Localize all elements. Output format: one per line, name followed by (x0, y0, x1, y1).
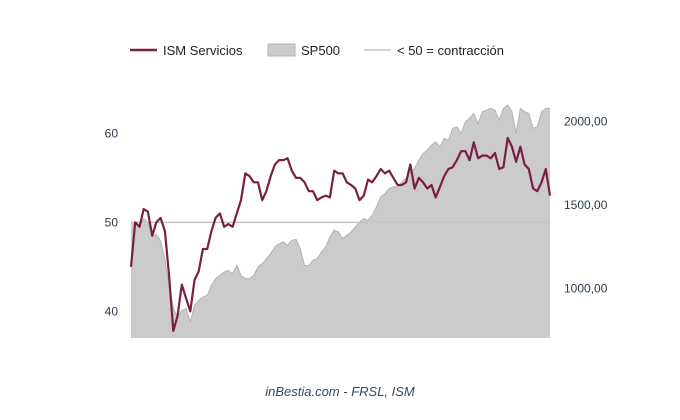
legend: ISM Servicios SP500 < 50 = contracción (130, 43, 504, 58)
right-tick-label: 1500,00 (564, 198, 608, 212)
sp500-area (131, 105, 550, 338)
legend-label-threshold: < 50 = contracción (397, 43, 504, 58)
right-tick-label: 2000,00 (564, 115, 608, 129)
legend-label-ism: ISM Servicios (163, 43, 243, 58)
legend-label-sp500: SP500 (301, 43, 340, 58)
ism-line-series (129, 136, 552, 332)
right-tick-label: 1000,00 (564, 282, 608, 296)
right-axis-ticks: 1000,00 1500,00 2000,00 (564, 115, 608, 296)
left-tick-label: 60 (105, 126, 119, 140)
left-tick-label: 40 (105, 304, 119, 318)
chart-caption: inBestia.com - FRSL, ISM (265, 384, 415, 399)
ism-line (129, 136, 552, 332)
sp500-outline (130, 104, 550, 324)
left-axis-ticks: 40 50 60 (105, 126, 119, 318)
left-tick-label: 50 (105, 215, 119, 229)
sp500-area-series (130, 104, 550, 338)
legend-swatch-sp500 (267, 43, 296, 57)
